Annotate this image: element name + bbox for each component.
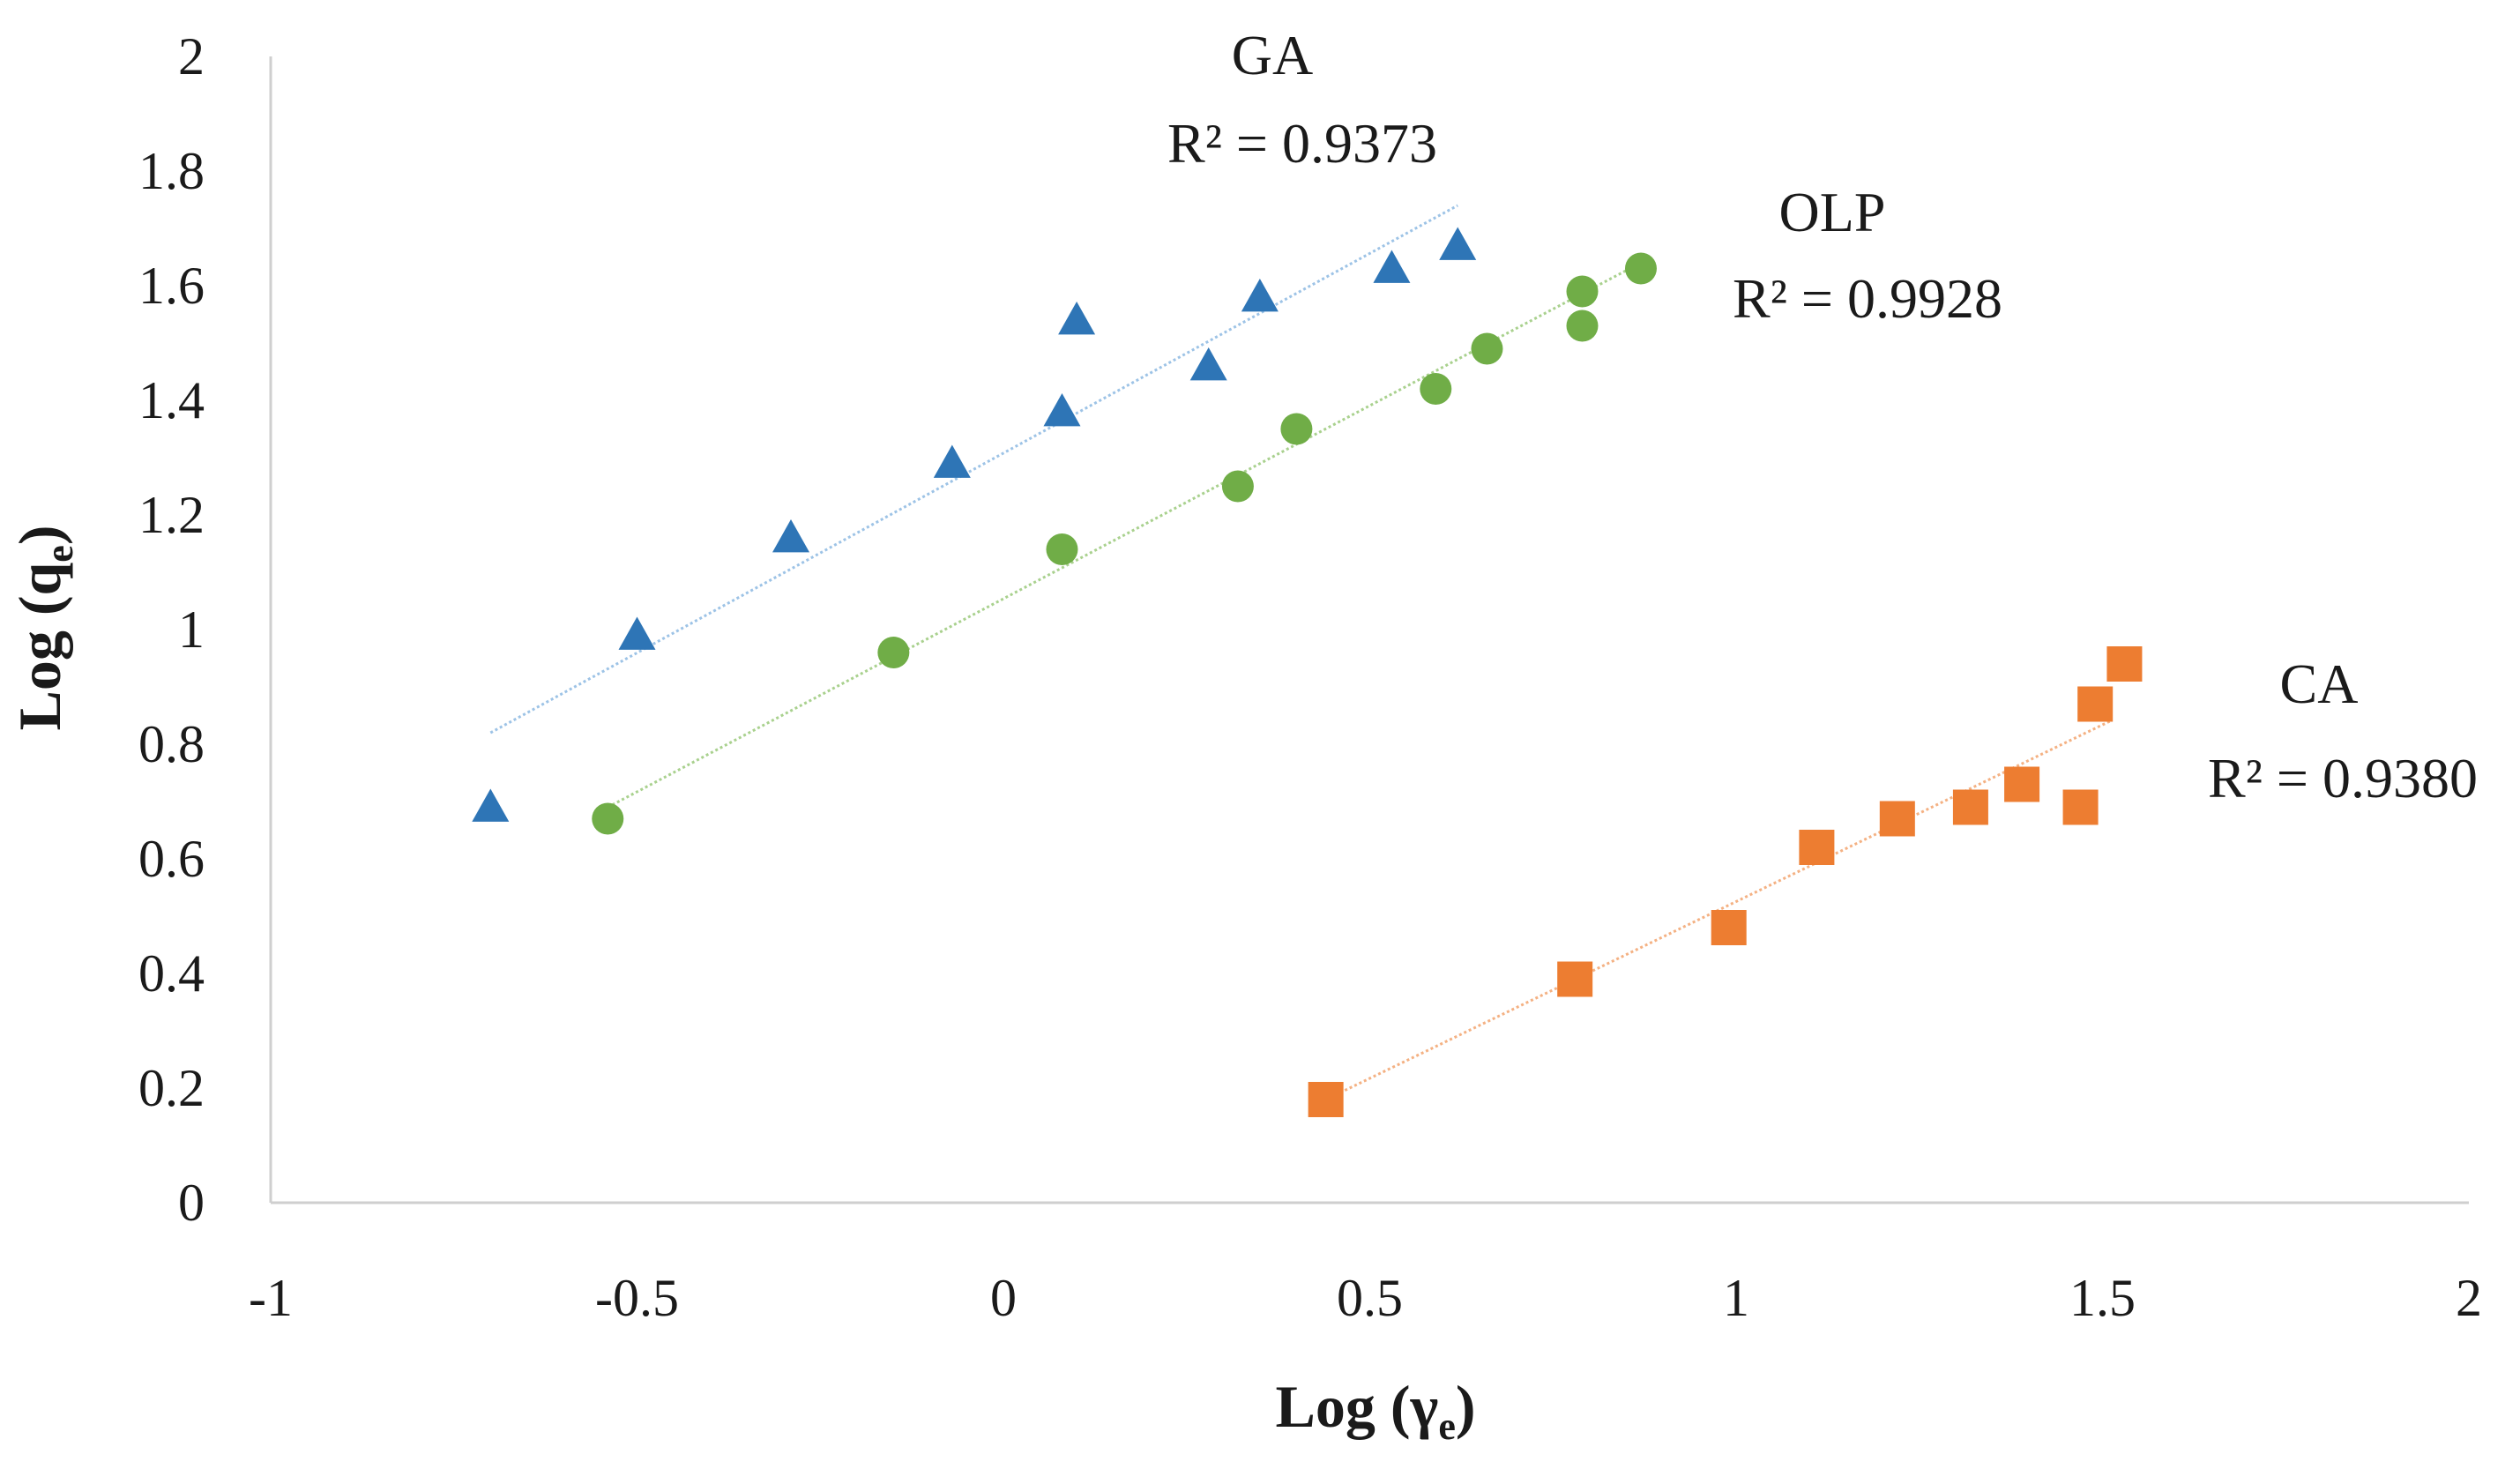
x-tick-label: 1 [1723,1269,1749,1327]
y-tick-label: 1.4 [138,371,205,429]
data-points [472,227,2143,1117]
y-tick-label: 0.2 [138,1059,205,1117]
point-ga [1058,302,1096,335]
y-tick-label: 1 [178,600,205,659]
point-ca [1952,789,1988,825]
point-ca [1799,830,1835,865]
x-tick-label: 0.5 [1337,1269,1403,1327]
point-olp [1566,309,1599,342]
point-ca [2004,766,2040,802]
y-tick-label: 0 [178,1174,205,1232]
trendline-olp [607,261,1642,809]
y-tick-label: 0.6 [138,830,205,888]
point-ga [1439,227,1477,260]
x-tick-label: -0.5 [595,1269,679,1327]
r2-label-olp: R² = 0.9928 [1733,267,2002,330]
x-tick-label: 2 [2456,1269,2482,1327]
y-tick-label: 1.6 [138,257,205,315]
point-ga [472,788,510,822]
trendlines [489,204,2111,1101]
point-ga [933,444,971,478]
point-olp [1420,373,1452,405]
series-label-olp: OLP [1779,181,1886,243]
point-ca [1557,961,1593,997]
point-olp [1471,332,1503,365]
point-olp [877,637,910,668]
y-tick-label: 1.8 [138,142,205,200]
point-olp [1280,413,1313,445]
point-ca [1879,801,1915,837]
trendline-ga [489,204,1458,734]
point-ga [1189,347,1227,381]
y-tick-labels: 0 0.2 0.4 0.6 0.8 1 1.2 1.4 1.6 1.8 2 [138,27,205,1232]
r2-label-ga: R² = 0.9373 [1167,112,1437,175]
point-olp [1221,470,1254,503]
x-tick-labels: -1 -0.5 0 0.5 1 1.5 2 [249,1269,2482,1327]
y-tick-label: 0.8 [138,715,205,773]
x-tick-label: -1 [249,1269,293,1327]
point-ga [1373,250,1411,283]
r2-label-ca: R² = 0.9380 [2208,747,2478,809]
y-axis-title: Log (qe) [6,525,81,730]
series-label-ca: CA [2280,652,2359,715]
point-ca [1711,910,1747,945]
y-tick-label: 1.2 [138,486,205,544]
point-ga [1043,393,1081,427]
point-olp [592,802,624,835]
series-label-ga: GA [1232,24,1313,86]
point-ga [772,519,810,553]
point-olp [1046,533,1078,565]
y-tick-label: 0.4 [138,944,205,1003]
point-ca [2106,646,2143,682]
x-tick-label: 1.5 [2069,1269,2136,1327]
point-olp [1566,275,1599,308]
x-axis-title: Log (γe) [1276,1373,1476,1448]
series-annotations: GA R² = 0.9373 OLP R² = 0.9928 CA R² = 0… [1167,24,2478,809]
point-ga [618,616,656,650]
y-tick-label: 2 [178,27,205,86]
point-ga [1241,279,1279,312]
axes [269,56,2469,1204]
x-tick-label: 0 [990,1269,1017,1327]
point-ca [2077,686,2114,722]
point-ca [2062,789,2099,825]
point-olp [1624,252,1657,285]
point-ca [1308,1082,1344,1117]
